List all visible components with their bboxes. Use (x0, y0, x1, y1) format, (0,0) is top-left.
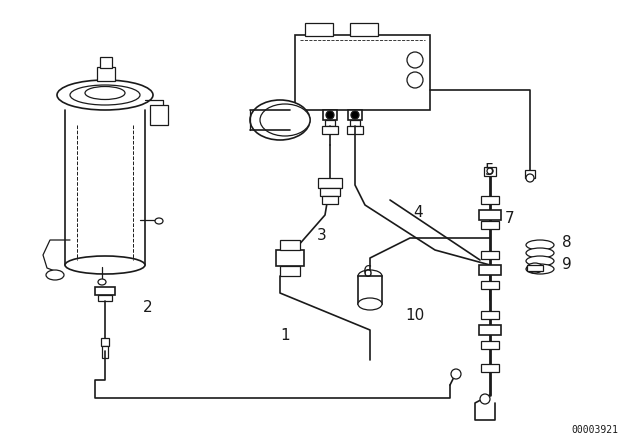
Ellipse shape (46, 270, 64, 280)
Ellipse shape (526, 240, 554, 250)
Bar (100, 57, 112, 68)
Bar (479, 265, 501, 275)
Bar (322, 126, 338, 134)
Circle shape (407, 72, 423, 88)
Ellipse shape (70, 85, 140, 105)
Bar (98, 295, 112, 301)
Text: 1: 1 (280, 327, 290, 343)
Ellipse shape (358, 298, 382, 310)
Bar (479, 210, 501, 220)
Circle shape (451, 369, 461, 379)
Ellipse shape (358, 270, 382, 282)
Circle shape (351, 111, 359, 119)
Bar (101, 338, 109, 346)
Bar (481, 221, 499, 229)
Bar (102, 346, 108, 358)
Bar (280, 240, 300, 250)
Bar (527, 265, 543, 271)
Ellipse shape (526, 248, 554, 258)
Bar (481, 311, 499, 319)
Circle shape (326, 111, 334, 119)
Bar (481, 196, 499, 204)
Bar (481, 364, 499, 372)
Text: 4: 4 (413, 204, 423, 220)
Circle shape (480, 394, 490, 404)
Bar (479, 325, 501, 335)
Ellipse shape (65, 256, 145, 274)
Bar (320, 188, 340, 196)
Bar (525, 170, 535, 178)
Bar (484, 167, 496, 176)
Ellipse shape (526, 264, 554, 274)
Bar (325, 120, 335, 126)
Bar (318, 178, 342, 188)
Bar (348, 110, 362, 120)
Bar (323, 110, 337, 120)
Bar (305, 23, 333, 36)
Bar (97, 67, 115, 81)
Bar (358, 276, 382, 304)
Text: 3: 3 (317, 228, 327, 242)
Circle shape (526, 174, 534, 182)
Text: 9: 9 (562, 257, 572, 271)
Text: 7: 7 (505, 211, 515, 225)
Bar (295, 35, 430, 110)
Bar (481, 251, 499, 259)
Text: 5: 5 (485, 163, 495, 177)
Ellipse shape (57, 80, 153, 110)
Bar (280, 266, 300, 276)
Bar (347, 126, 363, 134)
Bar (276, 250, 304, 266)
Ellipse shape (98, 279, 106, 285)
Circle shape (407, 52, 423, 68)
Bar (481, 281, 499, 289)
Bar (350, 120, 360, 126)
Ellipse shape (260, 104, 310, 136)
Bar (150, 105, 168, 125)
Text: 10: 10 (405, 307, 424, 323)
Text: 6: 6 (363, 264, 373, 280)
Text: 2: 2 (143, 300, 153, 314)
Circle shape (487, 168, 493, 174)
Bar (322, 196, 338, 204)
Text: 00003921: 00003921 (572, 425, 618, 435)
Text: 8: 8 (562, 234, 572, 250)
Ellipse shape (155, 218, 163, 224)
Bar (95, 287, 115, 295)
Bar (350, 23, 378, 36)
Bar (481, 341, 499, 349)
Ellipse shape (527, 263, 543, 273)
Ellipse shape (85, 86, 125, 99)
Ellipse shape (250, 100, 310, 140)
Ellipse shape (526, 256, 554, 266)
